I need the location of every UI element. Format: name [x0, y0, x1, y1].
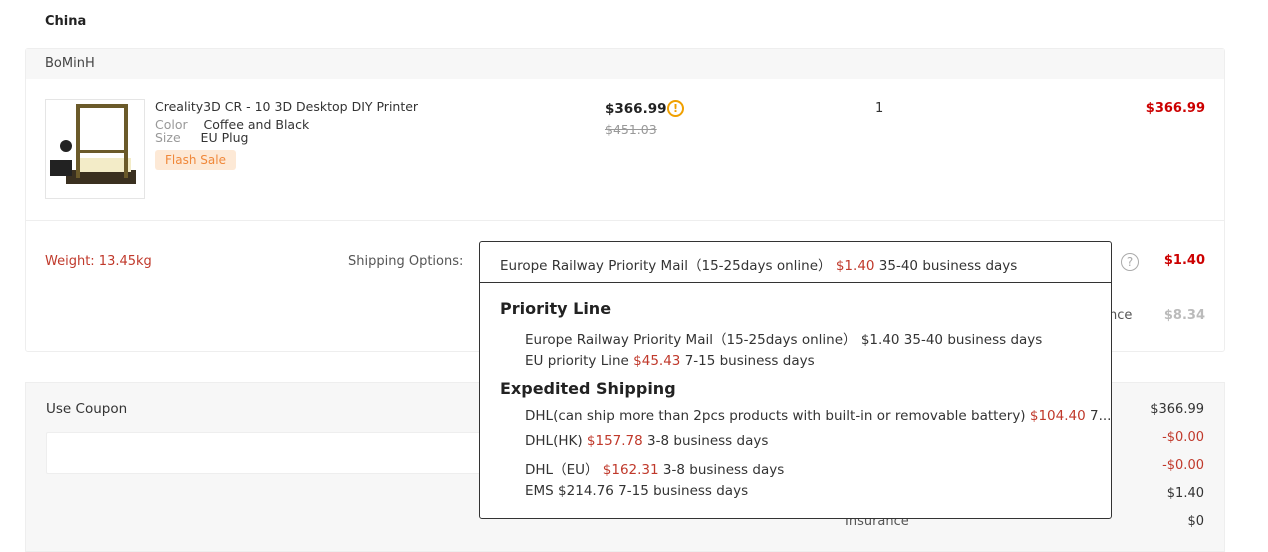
size-label: Size [155, 130, 181, 145]
color-value: Coffee and Black [203, 117, 310, 132]
color-label: Color [155, 117, 188, 132]
shipping-option[interactable]: EU priority Line $45.43 7-15 business da… [525, 353, 815, 369]
original-price: $451.03 [605, 122, 657, 137]
insurance-cost: $8.34 [1163, 308, 1205, 323]
shipping-options-label: Shipping Options: [348, 254, 464, 269]
unit-price: $366.99 [605, 101, 667, 117]
group-priority-line: Priority Line [500, 299, 612, 318]
use-coupon-label: Use Coupon [46, 401, 128, 417]
flash-sale-badge: Flash Sale [155, 150, 236, 170]
selected-time: 35-40 business days [878, 258, 1018, 274]
shipping-option[interactable]: Europe Railway Priority Mail（15-25days o… [525, 332, 1043, 348]
info-icon[interactable]: ! [667, 100, 684, 117]
shipping-select[interactable]: Europe Railway Priority Mail（15-25days o… [479, 241, 1112, 283]
shipping-dropdown: Priority Line Europe Railway Priority Ma… [479, 282, 1112, 519]
selected-price: $1.40 [835, 258, 875, 274]
summary-discount: -$0.00 [1162, 430, 1204, 445]
selected-method: Europe Railway Priority Mail（15-25days o… [500, 258, 832, 274]
coupon-input[interactable] [46, 432, 486, 474]
product-image[interactable] [45, 99, 145, 199]
group-expedited-shipping: Expedited Shipping [500, 379, 676, 398]
store-name[interactable]: BoMinH [26, 49, 1224, 79]
summary-shipping: $1.40 [1166, 486, 1204, 501]
quantity: 1 [875, 101, 884, 116]
summary-subtotal: $366.99 [1150, 402, 1204, 417]
shipping-option[interactable]: DHL（EU） $162.31 3-8 business days [525, 462, 785, 478]
shipping-cost: $1.40 [1163, 253, 1205, 268]
item-subtotal: $366.99 [1145, 101, 1205, 116]
shipping-option[interactable]: DHL(HK) $157.78 3-8 business days [525, 433, 769, 449]
summary-insurance: $0 [1187, 514, 1204, 529]
divider [26, 220, 1224, 221]
size-value: EU Plug [200, 130, 249, 145]
order-card: BoMinH Creality3D CR - 10 3D Desktop DIY… [25, 48, 1225, 352]
shipping-option[interactable]: EMS $214.76 7-15 business days [525, 483, 749, 499]
summary-coupon: -$0.00 [1162, 458, 1204, 473]
country-heading: China [45, 14, 87, 29]
shipping-option[interactable]: DHL(can ship more than 2pcs products wit… [525, 408, 1112, 424]
help-icon[interactable]: ? [1121, 253, 1139, 271]
product-title[interactable]: Creality3D CR - 10 3D Desktop DIY Printe… [155, 99, 419, 114]
weight: Weight: 13.45kg [45, 254, 152, 269]
